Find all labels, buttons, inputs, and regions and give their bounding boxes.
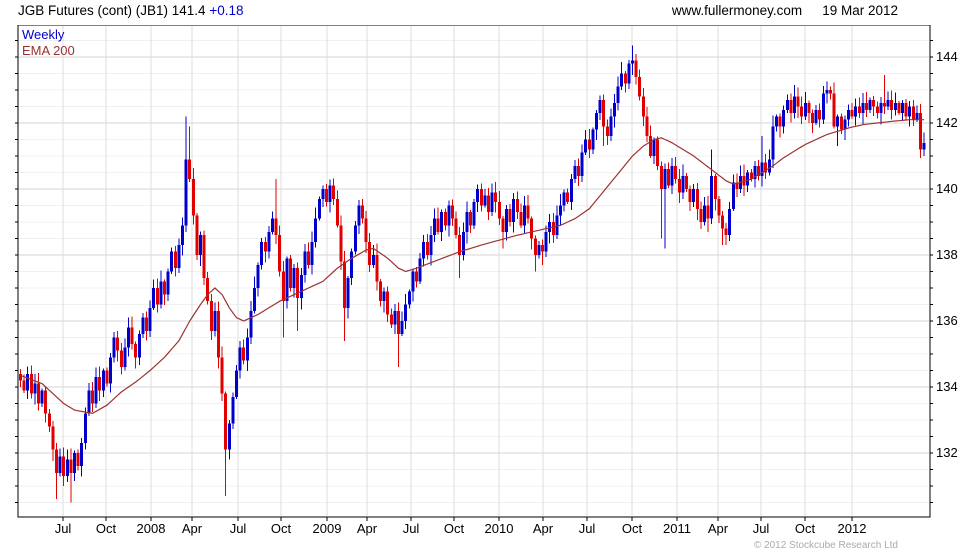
report-date: 19 Mar 2012 [822, 3, 898, 18]
x-axis-label: Jul [752, 521, 770, 536]
x-axis-label: Apr [532, 521, 554, 536]
x-axis-label: Jul [54, 521, 72, 536]
y-axis-label: 142 [936, 115, 958, 130]
x-axis-label: Apr [707, 521, 729, 536]
candlestick-plot [15, 25, 933, 521]
copyright-notice: © 2012 Stockcube Research Ltd [753, 540, 898, 551]
x-axis-label: Oct [794, 521, 816, 536]
x-axis-label: Oct [443, 521, 465, 536]
x-axis-label: Oct [95, 521, 117, 536]
y-axis-label: 144 [936, 49, 958, 64]
x-axis-label: Oct [270, 521, 292, 536]
x-axis-label: 2011 [663, 521, 691, 536]
y-axis-label: 136 [936, 313, 958, 328]
y-axis-label: 138 [936, 247, 958, 262]
x-axis-label: 2012 [837, 521, 867, 536]
x-axis-label: Apr [356, 521, 378, 536]
x-axis-label: 2010 [484, 521, 514, 536]
y-axis-label: 132 [936, 445, 958, 460]
header-right: www.fullermoney.com 19 Mar 2012 [672, 3, 898, 18]
y-axis-label: 134 [936, 379, 958, 394]
chart-legend: Weekly EMA 200 [22, 27, 75, 59]
x-axis-label: 2009 [312, 521, 342, 536]
price-change: +0.18 [209, 3, 244, 18]
page-title: JGB Futures (cont) (JB1) 141.4 +0.18 [18, 3, 244, 18]
x-axis-label: Jul [402, 521, 420, 536]
legend-timeframe: Weekly [22, 27, 65, 42]
x-axis-label: Oct [621, 521, 643, 536]
y-axis-label: 140 [936, 181, 958, 196]
legend-ema: EMA 200 [22, 43, 75, 58]
instrument-title: JGB Futures (cont) (JB1) 141.4 [18, 3, 206, 18]
price-chart [14, 25, 934, 521]
x-axis-label: Apr [181, 521, 203, 536]
site-url[interactable]: www.fullermoney.com [671, 3, 803, 18]
x-axis-label: 2008 [136, 521, 166, 536]
x-axis-label: Jul [229, 521, 247, 536]
x-axis-label: Jul [578, 521, 596, 536]
